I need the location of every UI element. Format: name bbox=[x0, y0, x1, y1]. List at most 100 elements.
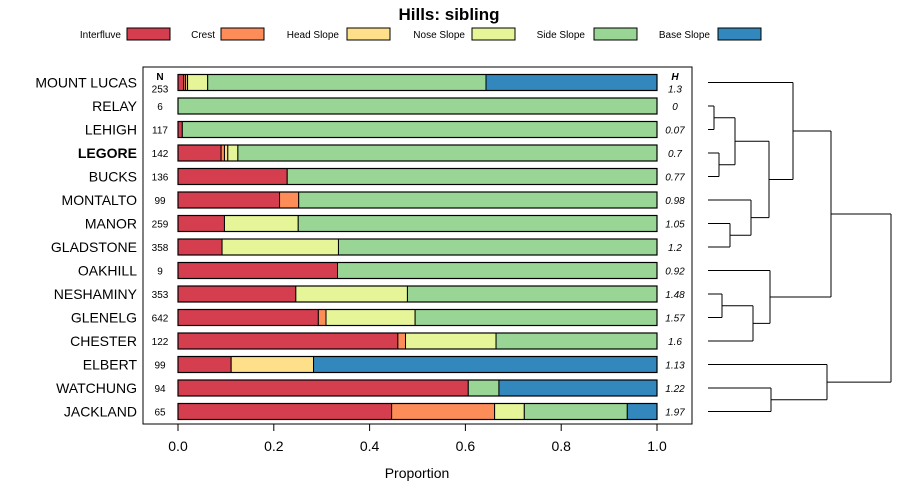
row-label-legore: LEGORE bbox=[78, 145, 137, 161]
x-axis-title: Proportion bbox=[385, 465, 450, 481]
n-value-jackland: 65 bbox=[154, 408, 166, 419]
bar-outline-chester bbox=[177, 332, 658, 350]
bar-manor-nose-slope bbox=[223, 215, 299, 232]
bar-gladstone-nose-slope bbox=[221, 238, 339, 256]
row-label-watchung: WATCHUNG bbox=[56, 380, 137, 396]
bar-chester-nose-slope bbox=[405, 332, 497, 350]
bar-outline-glenelg bbox=[177, 308, 658, 327]
bar-outline-lehigh bbox=[177, 120, 658, 139]
bar-jackland-interfluve bbox=[177, 403, 393, 420]
bar-outline-legore bbox=[177, 144, 658, 162]
n-value-gladstone: 358 bbox=[152, 243, 169, 254]
bar-legore-side-slope bbox=[237, 144, 658, 162]
n-value-glenelg: 642 bbox=[152, 314, 169, 325]
legend-swatch-interfluve bbox=[126, 27, 171, 41]
x-axis: 0.0 0.2 0.4 0.6 0.8 1.0 bbox=[168, 424, 667, 454]
bar-outline-montalto bbox=[177, 191, 658, 209]
plot-frame bbox=[142, 66, 693, 425]
dendrogram bbox=[708, 82, 892, 412]
n-value-bucks: 136 bbox=[152, 173, 169, 184]
row-label-gladstone: GLADSTONE bbox=[51, 239, 137, 255]
h-value-chester: 1.6 bbox=[668, 337, 682, 348]
n-value-neshaminy: 353 bbox=[152, 290, 169, 301]
h-value-glenelg: 1.57 bbox=[665, 314, 685, 325]
bar-glenelg-side-slope bbox=[414, 309, 658, 326]
h-value-manor: 1.05 bbox=[665, 220, 685, 231]
bar-outline-mount-lucas bbox=[177, 73, 658, 92]
bars bbox=[177, 73, 658, 421]
row-label-glenelg: GLENELG bbox=[71, 310, 137, 326]
row-label-relay: RELAY bbox=[92, 98, 138, 114]
bar-chester-crest bbox=[397, 332, 407, 350]
row-label-chester: CHESTER bbox=[70, 333, 137, 349]
bar-mount-lucas-base-slope bbox=[485, 74, 658, 91]
x-tick-label-1: 0.2 bbox=[264, 438, 284, 454]
bar-bucks-interfluve bbox=[177, 168, 288, 185]
bar-glenelg-nose-slope bbox=[325, 309, 416, 326]
bar-neshaminy-side-slope bbox=[406, 285, 658, 303]
bar-oakhill-interfluve bbox=[177, 262, 339, 279]
bar-outline-oakhill bbox=[177, 261, 658, 280]
x-tick-label-2: 0.4 bbox=[360, 438, 380, 454]
bar-watchung-base-slope bbox=[498, 379, 658, 397]
bar-montalto-side-slope bbox=[298, 191, 658, 209]
bar-outline-gladstone bbox=[177, 238, 658, 256]
x-tick-label-5: 1.0 bbox=[647, 438, 667, 454]
legend-label-head-slope: Head Slope bbox=[287, 30, 340, 41]
legend-label-nose-slope: Nose Slope bbox=[413, 30, 465, 41]
bar-legore-head-slope bbox=[223, 144, 229, 162]
h-value-lehigh: 0.07 bbox=[665, 126, 685, 137]
bar-outline-watchung bbox=[177, 379, 658, 397]
h-value-gladstone: 1.2 bbox=[668, 243, 682, 254]
legend-label-interfluve: Interfluve bbox=[80, 30, 122, 41]
chart-title: Hills: sibling bbox=[398, 5, 499, 24]
bar-outline-elbert bbox=[177, 355, 658, 374]
h-value-watchung: 1.22 bbox=[665, 384, 685, 395]
bar-watchung-interfluve bbox=[177, 379, 469, 397]
legend-swatch-head-slope bbox=[346, 27, 391, 41]
row-label-elbert: ELBERT bbox=[83, 357, 138, 373]
bar-mount-lucas-interfluve bbox=[177, 74, 185, 91]
h-value-neshaminy: 1.48 bbox=[665, 290, 685, 301]
row-label-neshaminy: NESHAMINY bbox=[54, 286, 138, 302]
bar-jackland-crest bbox=[391, 403, 496, 420]
row-label-manor: MANOR bbox=[85, 216, 137, 232]
n-value-watchung: 94 bbox=[154, 384, 166, 395]
bar-manor-interfluve bbox=[177, 215, 225, 232]
n-column-header: N bbox=[156, 72, 163, 83]
h-value-legore: 0.7 bbox=[668, 149, 682, 160]
x-tick-label-3: 0.6 bbox=[456, 438, 476, 454]
h-value-mount-lucas: 1.3 bbox=[668, 85, 682, 96]
bar-manor-side-slope bbox=[297, 215, 658, 232]
bar-montalto-interfluve bbox=[177, 191, 281, 209]
bar-glenelg-interfluve bbox=[177, 309, 319, 326]
bar-neshaminy-interfluve bbox=[177, 285, 297, 303]
n-value-relay: 6 bbox=[157, 102, 163, 113]
bar-elbert-interfluve bbox=[177, 356, 232, 373]
bar-glenelg-crest bbox=[317, 309, 327, 326]
legend-swatch-nose-slope bbox=[471, 27, 516, 41]
n-value-manor: 259 bbox=[152, 220, 169, 231]
h-value-oakhill: 0.92 bbox=[665, 267, 685, 278]
n-value-oakhill: 9 bbox=[157, 267, 163, 278]
bar-relay-side-slope bbox=[177, 97, 658, 115]
x-tick-label-4: 0.8 bbox=[551, 438, 571, 454]
bar-chester-interfluve bbox=[177, 332, 399, 350]
n-value-elbert: 99 bbox=[154, 361, 166, 372]
row-label-bucks: BUCKS bbox=[89, 169, 137, 185]
bar-jackland-side-slope bbox=[523, 403, 628, 420]
h-value-relay: 0 bbox=[672, 102, 678, 113]
n-value-montalto: 99 bbox=[154, 196, 166, 207]
bar-elbert-base-slope bbox=[313, 356, 658, 373]
bar-jackland-base-slope bbox=[626, 403, 658, 420]
bar-legore-interfluve bbox=[177, 144, 222, 162]
legend-label-crest: Crest bbox=[191, 30, 215, 41]
n-value-mount-lucas: 253 bbox=[152, 85, 169, 96]
bar-mount-lucas-nose-slope bbox=[187, 74, 209, 91]
bar-oakhill-side-slope bbox=[337, 262, 658, 279]
x-tick-label-0: 0.0 bbox=[168, 438, 188, 454]
row-label-montalto: MONTALTO bbox=[62, 192, 138, 208]
row-label-lehigh: LEHIGH bbox=[85, 122, 137, 138]
bar-lehigh-interfluve bbox=[177, 121, 183, 138]
